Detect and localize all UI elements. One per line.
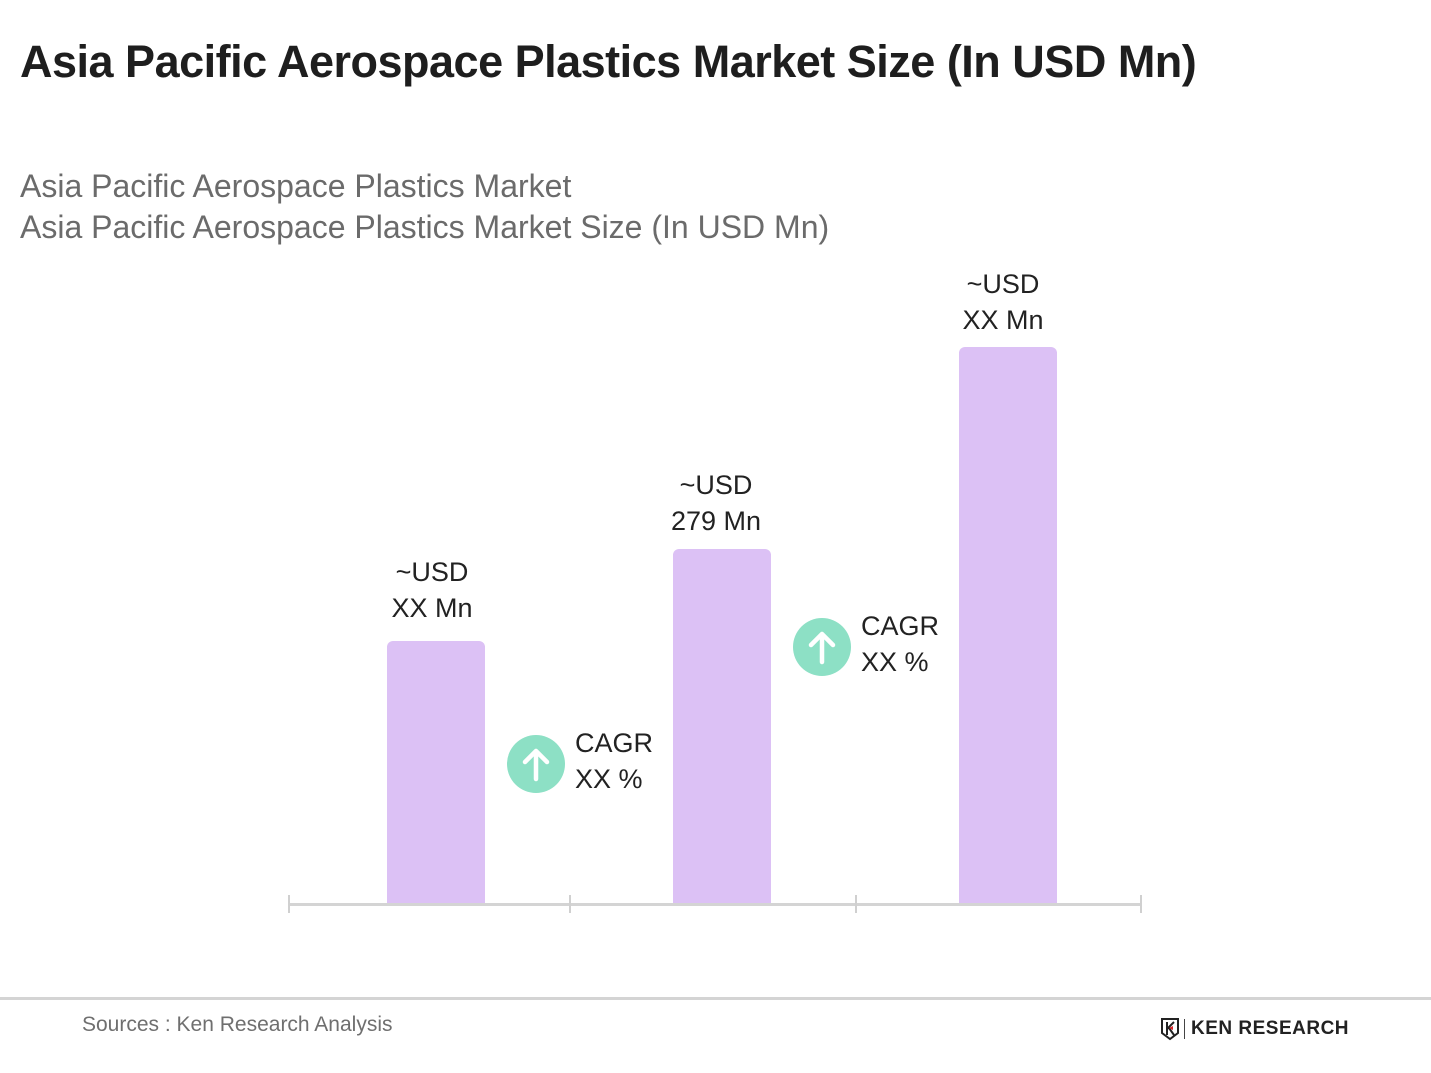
bar-label-line1: ~USD <box>679 470 753 500</box>
bar-label-line2: XX Mn <box>962 305 1044 335</box>
chart-subtitle-2: Asia Pacific Aerospace Plastics Market S… <box>20 209 830 245</box>
bar-value-label: ~USD XX Mn <box>923 266 1083 338</box>
bar-value-label: ~USD 279 Mn <box>636 467 796 539</box>
bar-value-label: ~USD XX Mn <box>352 554 512 626</box>
footer-divider <box>0 997 1431 1000</box>
cagr-annotation: CAGR XX % <box>861 608 939 680</box>
logo-separator <box>1184 1019 1185 1039</box>
cagr-value: XX % <box>575 764 643 794</box>
cagr-value: XX % <box>861 647 929 677</box>
page-title: Asia Pacific Aerospace Plastics Market S… <box>20 36 1197 87</box>
x-axis-tick <box>288 895 290 913</box>
bar-label-line2: XX Mn <box>391 593 473 623</box>
cagr-annotation: CAGR XX % <box>575 725 653 797</box>
bar-2 <box>673 549 771 904</box>
ken-research-logo-icon <box>1161 1018 1179 1041</box>
x-axis-tick <box>1140 895 1142 913</box>
arrow-up-icon <box>507 735 565 793</box>
x-axis-tick <box>855 895 857 913</box>
bar-label-line1: ~USD <box>966 269 1040 299</box>
x-axis <box>288 903 1141 906</box>
bar-1 <box>387 641 485 904</box>
source-note: Sources : Ken Research Analysis <box>82 1013 393 1036</box>
brand-name: KEN RESEARCH <box>1191 1018 1350 1039</box>
x-axis-tick <box>569 895 571 913</box>
bar-label-line1: ~USD <box>395 557 469 587</box>
chart-subtitle: Asia Pacific Aerospace Plastics Market <box>20 168 572 204</box>
cagr-label: CAGR <box>575 728 654 758</box>
bar-3 <box>959 347 1057 904</box>
bar-label-line2: 279 Mn <box>670 506 762 536</box>
arrow-up-icon <box>793 618 851 676</box>
cagr-label: CAGR <box>861 611 940 641</box>
brand-logo: KEN RESEARCH <box>1160 1016 1349 1042</box>
